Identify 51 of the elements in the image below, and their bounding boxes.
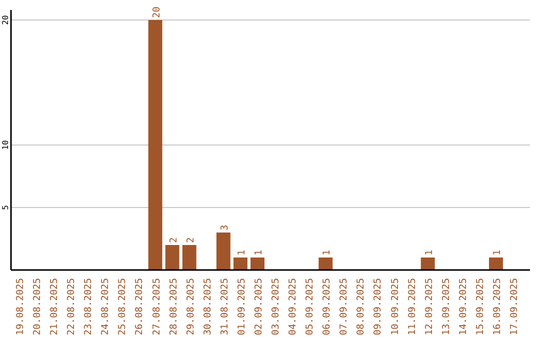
x-tick-label: 06.09.2025: [322, 278, 333, 336]
data-label: 1: [236, 250, 248, 256]
data-label: 2: [185, 237, 196, 243]
x-tick-label: 13.09.2025: [440, 278, 452, 336]
bar: [420, 258, 435, 270]
x-tick-label: 15.09.2025: [474, 278, 486, 336]
x-tick-label: 01.09.2025: [236, 278, 248, 336]
data-label: 1: [253, 250, 264, 256]
x-tick-label: 23.08.2025: [83, 278, 94, 336]
bar: [233, 258, 248, 270]
x-tick-label: 19.08.2025: [15, 278, 26, 336]
x-tick-label: 21.08.2025: [49, 278, 60, 336]
bar: [318, 258, 333, 270]
bar: [216, 232, 230, 270]
bar: [488, 258, 503, 270]
data-label: 1: [492, 250, 503, 256]
x-tick-label: 16.09.2025: [492, 278, 503, 336]
x-tick-label: 09.09.2025: [372, 278, 384, 336]
data-label: 3: [219, 224, 230, 230]
x-tick-label: 10.09.2025: [390, 278, 401, 336]
x-tick-label: 05.09.2025: [304, 278, 316, 336]
x-tick-label: 31.08.2025: [219, 278, 230, 336]
bar: [250, 258, 264, 270]
x-tick-label: 02.09.2025: [253, 278, 264, 336]
x-tick-label: 08.09.2025: [356, 278, 367, 336]
x-tick-label: 14.09.2025: [458, 278, 469, 336]
bar: [165, 245, 180, 270]
x-tick-label: 29.08.2025: [185, 278, 196, 336]
data-label: 1: [322, 250, 333, 256]
x-tick-label: 04.09.2025: [288, 278, 299, 336]
bar: [182, 245, 196, 270]
x-tick-label: 24.08.2025: [100, 278, 112, 336]
y-tick-label: 5: [1, 204, 10, 210]
x-tick-label: 30.08.2025: [202, 278, 214, 336]
data-label: 20: [151, 6, 162, 18]
x-tick-label: 11.09.2025: [406, 278, 418, 336]
x-tick-label: 28.08.2025: [168, 278, 180, 336]
y-tick-label: 10: [1, 140, 10, 150]
x-tick-label: 12.09.2025: [424, 278, 435, 336]
x-tick-label: 22.08.2025: [66, 278, 78, 336]
bar: [148, 20, 162, 270]
data-label: 2: [168, 237, 180, 243]
x-tick-label: 17.09.2025: [508, 278, 520, 336]
x-tick-label: 20.08.2025: [32, 278, 44, 336]
x-tick-label: 27.08.2025: [151, 278, 162, 336]
x-tick-label: 25.08.2025: [117, 278, 128, 336]
x-tick-label: 03.09.2025: [270, 278, 282, 336]
data-label: 1: [424, 250, 435, 256]
x-tick-label: 07.09.2025: [338, 278, 350, 336]
y-tick-label: 20: [1, 15, 10, 25]
x-tick-label: 26.08.2025: [134, 278, 146, 336]
